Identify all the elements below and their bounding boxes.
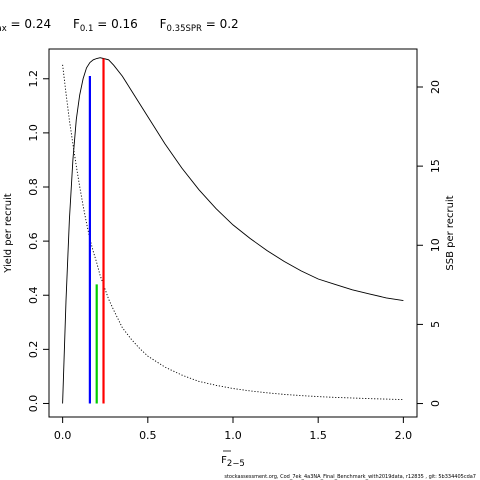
x-axis-title: F2−5 — [221, 455, 245, 469]
chart-title: Fmax = 0.24 F0.1 = 0.16 F0.35SPR = 0.2 — [0, 17, 239, 34]
y-axis-left-title: Yield per recruit — [3, 193, 14, 274]
reference-lines — [88, 58, 105, 404]
title-fmax-value: = 0.24 — [7, 17, 51, 31]
y-left-tick-label: 0.8 — [27, 178, 40, 196]
y-axis-right: 0 5 10 15 20 — [416, 80, 442, 407]
x-axis-title-main: F — [221, 455, 227, 466]
title-f035-value: = 0.2 — [202, 17, 239, 31]
x-axis: 0.0 0.5 1.0 1.5 2.0 — [54, 416, 413, 442]
y-right-tick-label: 15 — [429, 159, 442, 173]
footer-note: stockassessment.org, Cod_7ek_4a3NA_Final… — [224, 474, 476, 480]
x-axis-title-sub: 2−5 — [227, 459, 245, 469]
y-axis-left: 0.0 0.2 0.4 0.6 0.8 1.0 1.2 — [27, 70, 50, 413]
ssb-per-recruit-line — [62, 64, 404, 401]
y-left-tick-label: 0.4 — [27, 286, 40, 304]
y-left-tick-label: 1.0 — [27, 124, 40, 142]
x-tick-label: 0.5 — [139, 429, 157, 442]
y-left-tick-label: 0.2 — [27, 341, 40, 359]
title-f035-sub: 0.35SPR — [167, 24, 202, 34]
y-right-tick-label: 20 — [429, 80, 442, 94]
y-right-tick-label: 5 — [429, 321, 442, 328]
y-axis-right-title: SSB per recruit — [445, 195, 456, 270]
y-right-tick-label: 0 — [429, 400, 442, 407]
title-f035-f: F — [160, 17, 167, 31]
y-right-tick-label: 10 — [429, 238, 442, 252]
x-tick-label: 0.0 — [54, 429, 72, 442]
yield-per-recruit-line — [62, 57, 404, 404]
y-left-tick-label: 1.2 — [27, 70, 40, 88]
title-f01-f: F — [73, 17, 80, 31]
y-left-tick-label: 0.6 — [27, 232, 40, 250]
x-tick-label: 2.0 — [395, 429, 413, 442]
x-tick-label: 1.5 — [309, 429, 327, 442]
x-tick-label: 1.0 — [224, 429, 242, 442]
title-fmax-sub: max — [0, 24, 7, 34]
title-f01-sub: 0.1 — [80, 24, 94, 34]
title-f01-value: = 0.16 — [93, 17, 137, 31]
y-left-tick-label: 0.0 — [27, 395, 40, 413]
series-layer — [62, 57, 404, 404]
